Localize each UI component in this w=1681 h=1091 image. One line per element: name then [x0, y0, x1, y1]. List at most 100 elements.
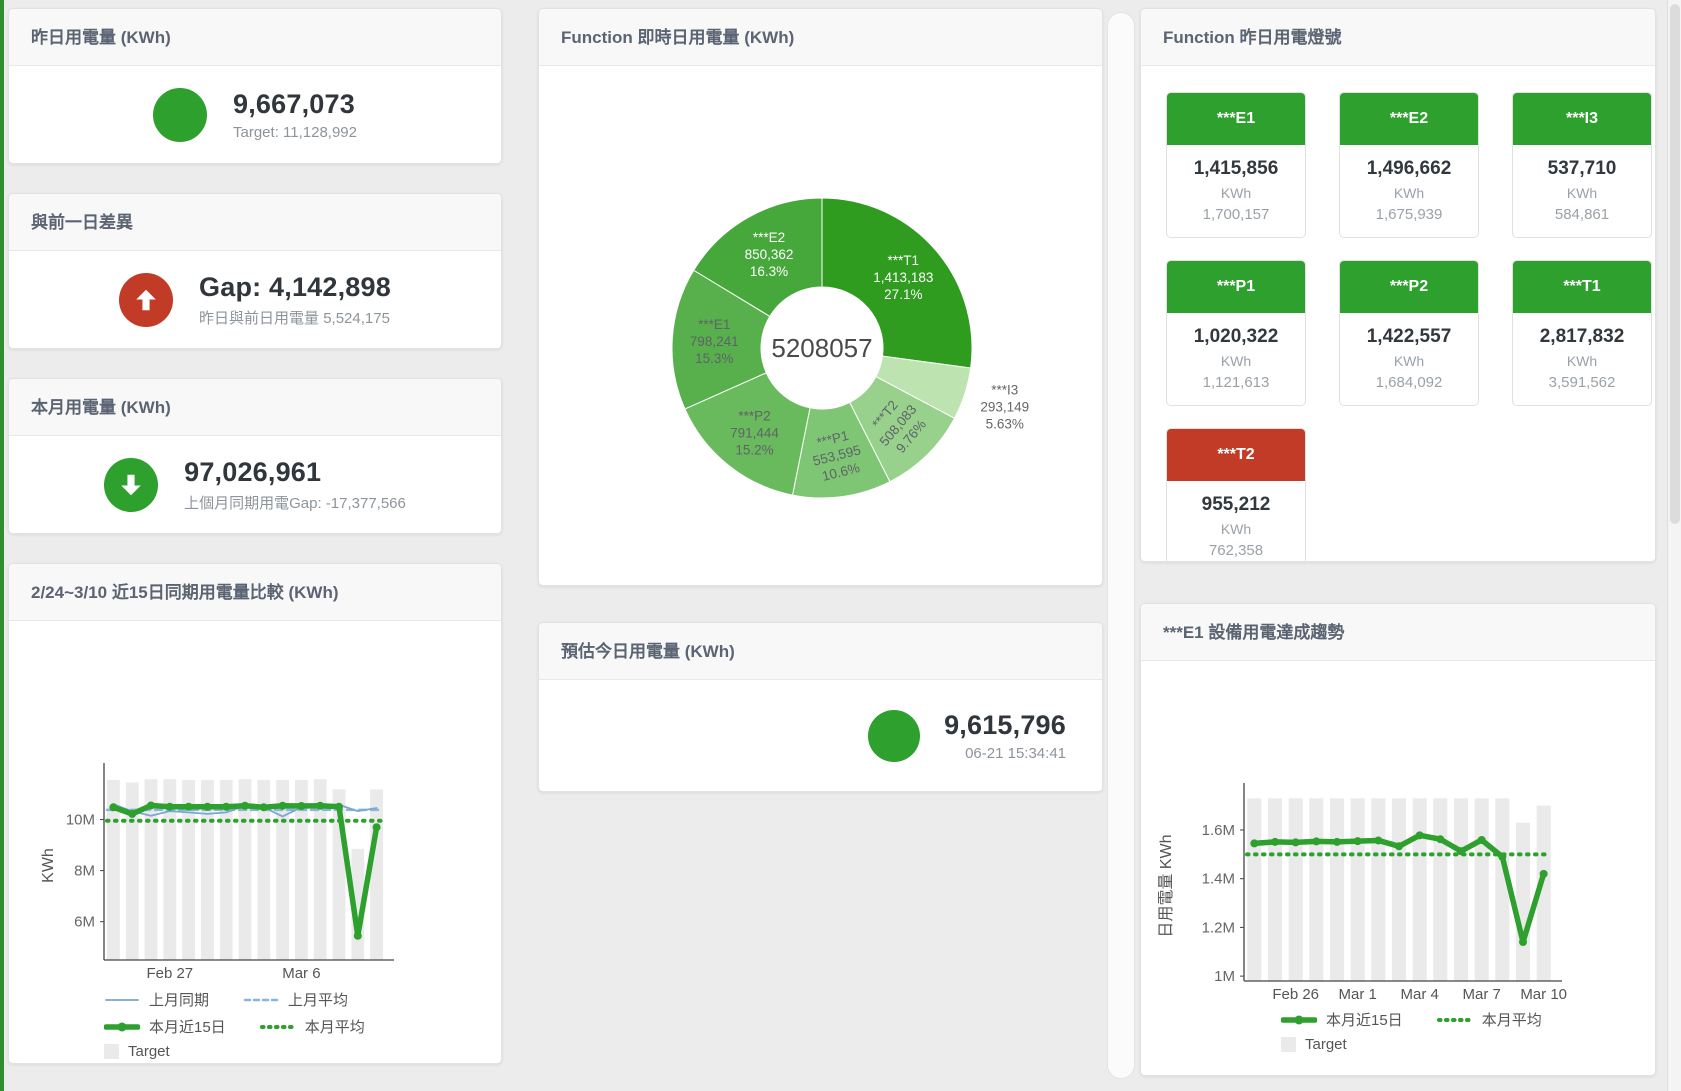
series-point [1353, 837, 1362, 846]
card-realtime-usage-donut: Function 即時日用電量 (KWh) ***T1 1,413,183 27.1… [538, 8, 1103, 586]
target-bar [1288, 798, 1303, 981]
kpi-subtext: Target: 11,128,992 [233, 123, 357, 141]
series-point [109, 803, 118, 812]
donut-slice-T1[interactable] [821, 197, 973, 369]
series-point [222, 802, 231, 811]
tile-value: 955,212 [1201, 494, 1271, 515]
x-tick-label: Feb 27 [146, 965, 193, 982]
donut-slice-E1[interactable] [671, 269, 771, 410]
target-bar [1474, 798, 1489, 981]
legend-item-本月平均[interactable]: 本月平均 [259, 1016, 365, 1037]
series-point [1498, 852, 1507, 861]
target-bar [1391, 798, 1407, 981]
donut-label-E2: ***E2 850,362 16.3% [745, 230, 794, 279]
lamp-tile-T2: ***T2 955,212 KWh 762,358 [1166, 428, 1306, 561]
y-tick-label: 8M [74, 863, 95, 880]
legend-item-Target[interactable]: Target [104, 1043, 170, 1060]
series-point [1477, 835, 1486, 844]
legend-item-本月近15日[interactable]: 本月近15日 [1281, 1009, 1403, 1030]
target-bar [1495, 798, 1510, 981]
legend-item-本月近15日[interactable]: 本月近15日 [104, 1016, 226, 1037]
card-15day-comparison-chart: 2/24~3/10 近15日同期用電量比較 (KWh) 6M 8M 10M Feb 2… [8, 563, 502, 1064]
tile-value: 537,710 [1547, 158, 1617, 179]
legend-item-本月平均[interactable]: 本月平均 [1436, 1009, 1542, 1030]
tile-value: 1,020,322 [1193, 326, 1279, 347]
series-point [278, 801, 287, 810]
kpi-body: 97,026,961 上個月同期用電Gap: -17,377,566 [9, 436, 501, 533]
series-point [353, 931, 362, 940]
down-arrow-icon [121, 474, 141, 495]
target-bar [1536, 805, 1551, 981]
tile-target-value: 1,675,939 [1375, 206, 1443, 223]
series-point [1250, 839, 1259, 848]
series-point [1457, 847, 1465, 856]
legend-row: Target [104, 1043, 365, 1060]
target-bar [163, 779, 177, 960]
tile-target-value: 1,121,613 [1202, 374, 1270, 391]
comparison-line-chart[interactable]: 6M 8M 10M Feb 27 Mar 6 KWh [9, 621, 502, 986]
target-bar [295, 779, 308, 960]
e1-trend-line-chart[interactable]: 1M 1.2M 1.4M 1.6M Feb 26 Mar 1 Mar 4 Mar 7 Mar 1… [1141, 661, 1656, 1003]
lamp-tile-P2: ***P2 1,422,557 KWh 1,684,092 [1339, 260, 1479, 406]
donut-slice-P2[interactable] [684, 372, 811, 496]
legend-item-Target[interactable]: Target [1281, 1036, 1347, 1053]
legend-item-上月平均[interactable]: 上月平均 [243, 989, 348, 1010]
donut-label-I3: ***I3 293,149 5.63% [980, 383, 1029, 432]
tile-status-header: ***P2 [1340, 261, 1478, 313]
donut-label-E1: ***E1 798,241 15.3% [690, 317, 739, 366]
card-today-estimate: 預估今日用電量 (KWh) 9,615,796 06-21 15:34:41 [538, 622, 1103, 792]
card-yesterday-lamp-panel: Function 昨日用電燈號 ***E1 1,415,856 KWh 1,700,1… [1140, 8, 1656, 562]
target-bar [1433, 798, 1448, 981]
tile-value: 1,415,856 [1193, 158, 1279, 179]
kpi-subtext: 昨日與前日用電量 5,524,175 [199, 309, 390, 327]
up-arrow-icon [136, 289, 156, 310]
tile-status-header: ***T2 [1167, 429, 1305, 481]
donut-slice-E2[interactable] [693, 197, 823, 318]
legend-row: 本月近15日 本月平均 [1281, 1009, 1542, 1030]
tile-unit: KWh [1393, 185, 1425, 201]
series-point [128, 809, 137, 818]
legend-row: Target [1281, 1036, 1542, 1053]
target-bar [125, 782, 139, 960]
target-bar [201, 779, 214, 960]
card-title: Function 昨日用電燈號 [1141, 9, 1655, 66]
series-point [297, 801, 306, 810]
x-tick-label: Mar 1 [1338, 986, 1376, 1003]
target-bar [1350, 798, 1365, 981]
tile-target-value: 762,358 [1208, 542, 1264, 559]
card-month-usage: 本月用電量 (KWh) 97,026,961 上個月同期用電Gap: -17,3… [8, 378, 502, 534]
tile-unit: KWh [1220, 185, 1252, 201]
tile-value: 1,496,662 [1366, 158, 1452, 179]
kpi-body: 9,667,073 Target: 11,128,992 [9, 66, 501, 163]
legend-swatch-line [105, 998, 139, 1001]
lamp-tile-I3: ***I3 537,710 KWh 584,861 [1512, 92, 1652, 238]
y-tick-label: 1.4M [1202, 871, 1235, 888]
tile-status-header: ***P1 [1167, 261, 1305, 313]
tile-value: 2,817,832 [1539, 326, 1625, 347]
card-e1-trend-chart: ***E1 設備用電達成趨勢 1M 1.2M 1.4M 1.6M Feb 26 Mar 1… [1140, 603, 1656, 1076]
down-arrow-status-icon [104, 457, 159, 512]
y-tick-label: 10M [66, 812, 95, 829]
card-title: 本月用電量 (KWh) [9, 379, 501, 436]
target-bar [1515, 822, 1531, 981]
series-point [316, 801, 325, 810]
page-scrollbar-thumb[interactable] [1670, 4, 1680, 524]
card-title: 2/24~3/10 近15日同期用電量比較 (KWh) [9, 564, 501, 621]
chart-body: ***T1 1,413,183 27.1% ***I3 293,149 5.63% ***T… [539, 66, 1102, 585]
card-title: 與前一日差異 [9, 194, 501, 251]
series-point [165, 802, 174, 811]
legend-label: 本月平均 [304, 1019, 365, 1036]
x-tick-label: Mar 7 [1462, 986, 1500, 1003]
middle-scrollbar-thumb[interactable] [1107, 12, 1135, 1079]
tile-value: 1,422,557 [1366, 326, 1452, 347]
realtime-usage-donut-chart[interactable]: ***T1 1,413,183 27.1%***I3 293,149 5.63%***T… [539, 66, 1103, 586]
card-title: ***E1 設備用電達成趨勢 [1141, 604, 1655, 661]
x-tick-label: Mar 4 [1400, 986, 1438, 1003]
tile-unit: KWh [1566, 353, 1598, 369]
page-scrollbar-track[interactable] [1667, 0, 1681, 1091]
legend-row: 本月近15日 本月平均 [104, 1016, 365, 1037]
y-tick-label: 1.6M [1202, 822, 1235, 839]
legend-item-上月同期[interactable]: 上月同期 [104, 989, 209, 1010]
kpi-body: Gap: 4,142,898 昨日與前日用電量 5,524,175 [9, 251, 501, 348]
donut-center-total: 5208057 [771, 333, 872, 363]
